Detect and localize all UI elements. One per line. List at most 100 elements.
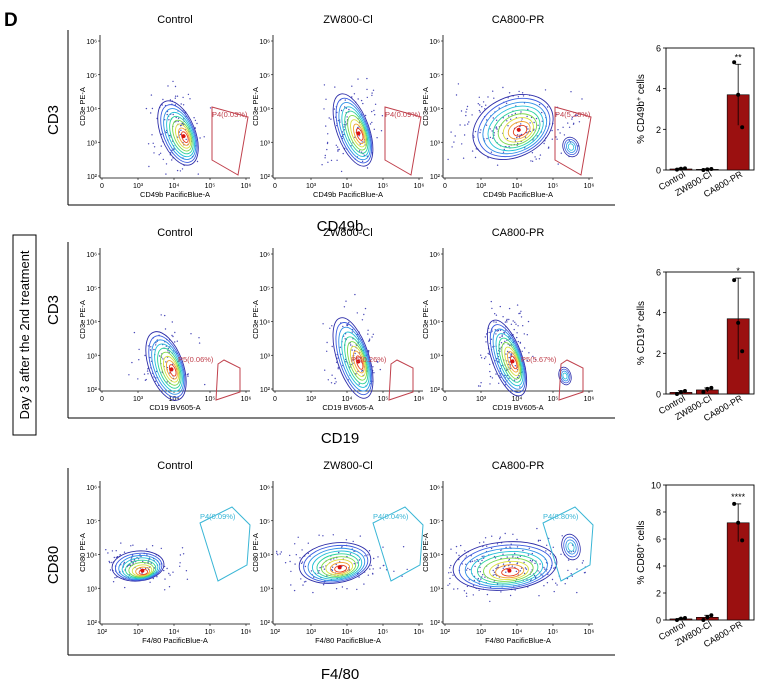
event-dot	[123, 561, 126, 564]
event-dot	[294, 563, 296, 565]
flow-plot-cd49b-2: CA800-PR 0 10³ 10⁴ 10⁵ 10⁶ 10² 10³ 10⁴ 10⁵ 10⁶ CD49…	[421, 14, 594, 199]
event-dot	[500, 342, 503, 344]
event-dot	[198, 337, 200, 339]
event-dot	[543, 566, 545, 569]
bar-y-label-main: % CD19	[636, 327, 647, 365]
event-dot	[147, 368, 149, 370]
event-dot	[172, 335, 174, 338]
data-point	[740, 125, 745, 130]
event-dot	[472, 594, 474, 596]
x-tick-label: 10⁴	[512, 396, 523, 403]
row2-xlabel: CD19	[321, 430, 359, 447]
event-dot	[169, 574, 171, 576]
event-dot	[466, 105, 469, 108]
contour-line	[335, 97, 373, 164]
event-dot	[508, 145, 510, 148]
gate-label: P4(0.04%)	[373, 512, 409, 521]
event-dot	[494, 573, 496, 576]
event-dot	[500, 591, 502, 593]
event-dot	[518, 312, 520, 315]
event-dot	[489, 128, 491, 130]
event-dot	[166, 381, 168, 383]
event-dot	[162, 358, 164, 360]
event-dot	[495, 119, 498, 122]
event-dot	[540, 573, 542, 575]
event-dot	[342, 325, 344, 328]
event-dot	[485, 124, 488, 126]
significance-marker: **	[735, 52, 743, 62]
row3-xlabel: F4/80	[321, 666, 359, 683]
event-dot	[186, 373, 189, 376]
event-dot	[536, 527, 538, 530]
event-dot	[149, 581, 151, 583]
event-dot	[571, 118, 573, 120]
event-dot	[341, 586, 344, 588]
data-point	[736, 92, 741, 97]
y-tick-label: 10²	[260, 620, 271, 627]
bar-y-label-tail: cells	[636, 74, 647, 97]
gate-label: P5(0.06%)	[178, 355, 214, 364]
event-dot	[502, 567, 504, 569]
event-dot	[348, 321, 350, 324]
event-dot	[328, 117, 330, 119]
y-tick-label: 10⁴	[259, 320, 270, 327]
event-dot	[193, 117, 195, 119]
event-dot	[380, 130, 383, 132]
event-dot	[481, 559, 483, 562]
event-dot	[363, 583, 365, 585]
event-dot	[479, 111, 481, 113]
y-tick-label: 10⁴	[429, 320, 440, 327]
event-dot	[148, 165, 150, 168]
event-dot	[570, 573, 572, 575]
event-dot	[198, 342, 201, 344]
event-dot	[560, 553, 562, 555]
event-dot	[572, 123, 575, 125]
data-point	[682, 166, 687, 171]
event-dot	[478, 96, 480, 98]
row2-ylabel: CD3	[45, 295, 62, 325]
event-dot	[494, 329, 496, 331]
x-tick-label: 10⁶	[584, 183, 595, 190]
event-dot	[489, 383, 491, 385]
event-dot	[514, 321, 516, 323]
event-dot	[324, 154, 326, 157]
event-dot	[344, 99, 346, 101]
event-dot	[326, 341, 328, 344]
event-dot	[500, 373, 502, 375]
event-dot	[343, 129, 346, 131]
event-dot	[351, 96, 353, 98]
event-dot	[496, 164, 499, 166]
event-dot	[529, 559, 532, 562]
event-dot	[470, 561, 472, 563]
event-dot	[551, 129, 553, 132]
event-dot	[464, 124, 466, 126]
data-point	[678, 389, 683, 394]
event-dot	[163, 569, 165, 572]
event-dot	[524, 136, 527, 138]
event-dot	[326, 350, 328, 352]
event-dot	[516, 304, 519, 306]
event-dot	[500, 549, 502, 552]
event-dot	[172, 113, 174, 116]
event-dot	[181, 547, 184, 549]
event-dot	[508, 377, 510, 379]
gate-polygon	[215, 359, 241, 401]
event-dot	[539, 563, 541, 565]
y-tick-label: 10⁴	[429, 107, 440, 114]
bar-y-tick-label: 10	[651, 481, 661, 491]
gate-polygon	[388, 359, 414, 401]
event-dot	[179, 565, 181, 567]
event-dot	[552, 546, 554, 548]
gate-label: P4(0.09%)	[200, 512, 236, 521]
event-dot	[325, 98, 327, 100]
event-dot	[111, 561, 113, 564]
contour-line	[131, 564, 153, 577]
event-dot	[458, 554, 460, 557]
event-dot	[301, 549, 303, 551]
event-dot	[517, 142, 519, 145]
event-dot	[502, 151, 505, 153]
contour-line	[504, 346, 520, 376]
event-dot	[171, 321, 173, 323]
event-dot	[451, 146, 453, 148]
